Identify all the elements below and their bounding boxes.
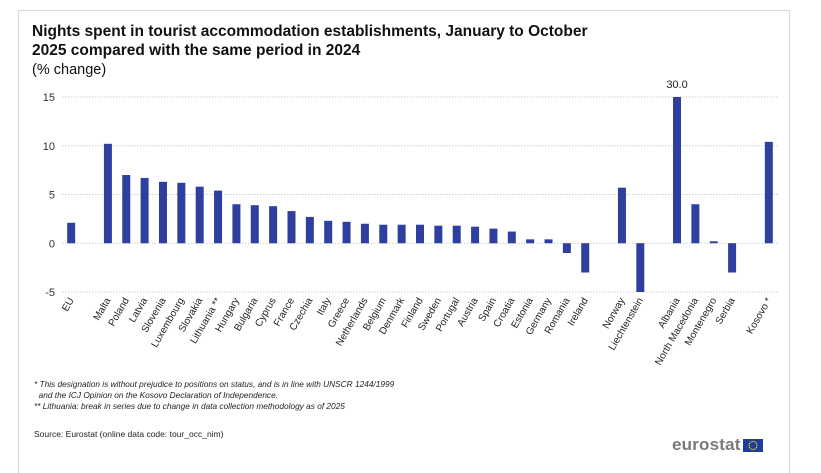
eu-flag-icon [742, 438, 763, 452]
bar [434, 225, 443, 244]
bar [507, 231, 516, 244]
bar [195, 186, 204, 244]
source-note: Source: Eurostat (online data code: tour… [34, 429, 224, 439]
footnote-lithuania: ** Lithuania: break in series due to cha… [34, 401, 345, 411]
y-tick-label: 10 [43, 141, 55, 153]
bar [581, 243, 590, 273]
chart-title-line-1: Nights spent in tourist accommodation es… [32, 23, 588, 40]
bar [673, 97, 682, 244]
chart-title-line-2: 2025 compared with the same period in 20… [32, 42, 361, 59]
bar [764, 141, 773, 244]
bar [214, 190, 223, 244]
bar [287, 211, 296, 244]
bar [379, 224, 388, 244]
bar [342, 221, 351, 244]
y-tick-label: 0 [49, 238, 55, 250]
bar [67, 222, 76, 244]
footnote-kosovo-1: * This designation is without prejudice … [34, 379, 395, 389]
bar [360, 223, 369, 244]
bar [526, 239, 535, 244]
y-tick-label: 5 [49, 190, 55, 202]
eurostat-logo-text: eurostat [672, 435, 741, 454]
bar [269, 206, 278, 244]
chart-title: Nights spent in tourist accommodation es… [32, 22, 672, 60]
x-tick-label: Italy [315, 296, 334, 317]
x-tick-label: Serbia [714, 296, 738, 327]
y-tick-label: -5 [45, 287, 55, 299]
bar [324, 220, 333, 244]
eurostat-logo: eurostat [672, 435, 763, 455]
bar [122, 175, 131, 244]
chart-subtitle: (% change) [32, 62, 107, 78]
data-label: 30.0 [666, 79, 687, 91]
bar [305, 216, 314, 244]
bar [140, 177, 149, 244]
bar [728, 243, 737, 273]
footnotes: * This designation is without prejudice … [34, 379, 394, 412]
bar [544, 239, 553, 244]
bar [562, 243, 571, 253]
bar [232, 204, 241, 244]
bar [709, 241, 718, 244]
bar [158, 181, 167, 244]
bar [636, 243, 645, 292]
bar [691, 204, 700, 244]
y-tick-label: 15 [43, 92, 55, 104]
bar [250, 205, 259, 244]
x-tick-label: EU [60, 296, 76, 314]
bar [177, 182, 186, 244]
bar [471, 226, 480, 244]
bar [103, 143, 112, 244]
x-tick-label: Kosovo * [745, 296, 775, 336]
bar [397, 224, 406, 244]
bar [416, 224, 424, 244]
bar [452, 225, 461, 244]
bar [489, 228, 498, 244]
footnote-kosovo-2: and the ICJ Opinion on the Kosovo Declar… [34, 390, 279, 400]
bar [617, 187, 626, 244]
